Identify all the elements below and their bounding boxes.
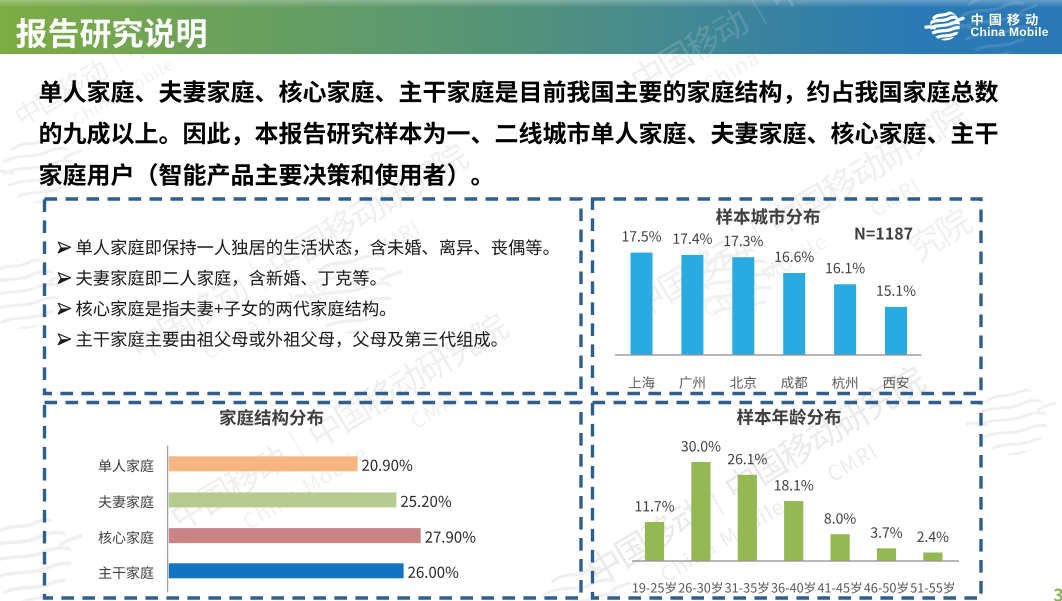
svg-text:China Mobile: China Mobile [971,25,1049,39]
